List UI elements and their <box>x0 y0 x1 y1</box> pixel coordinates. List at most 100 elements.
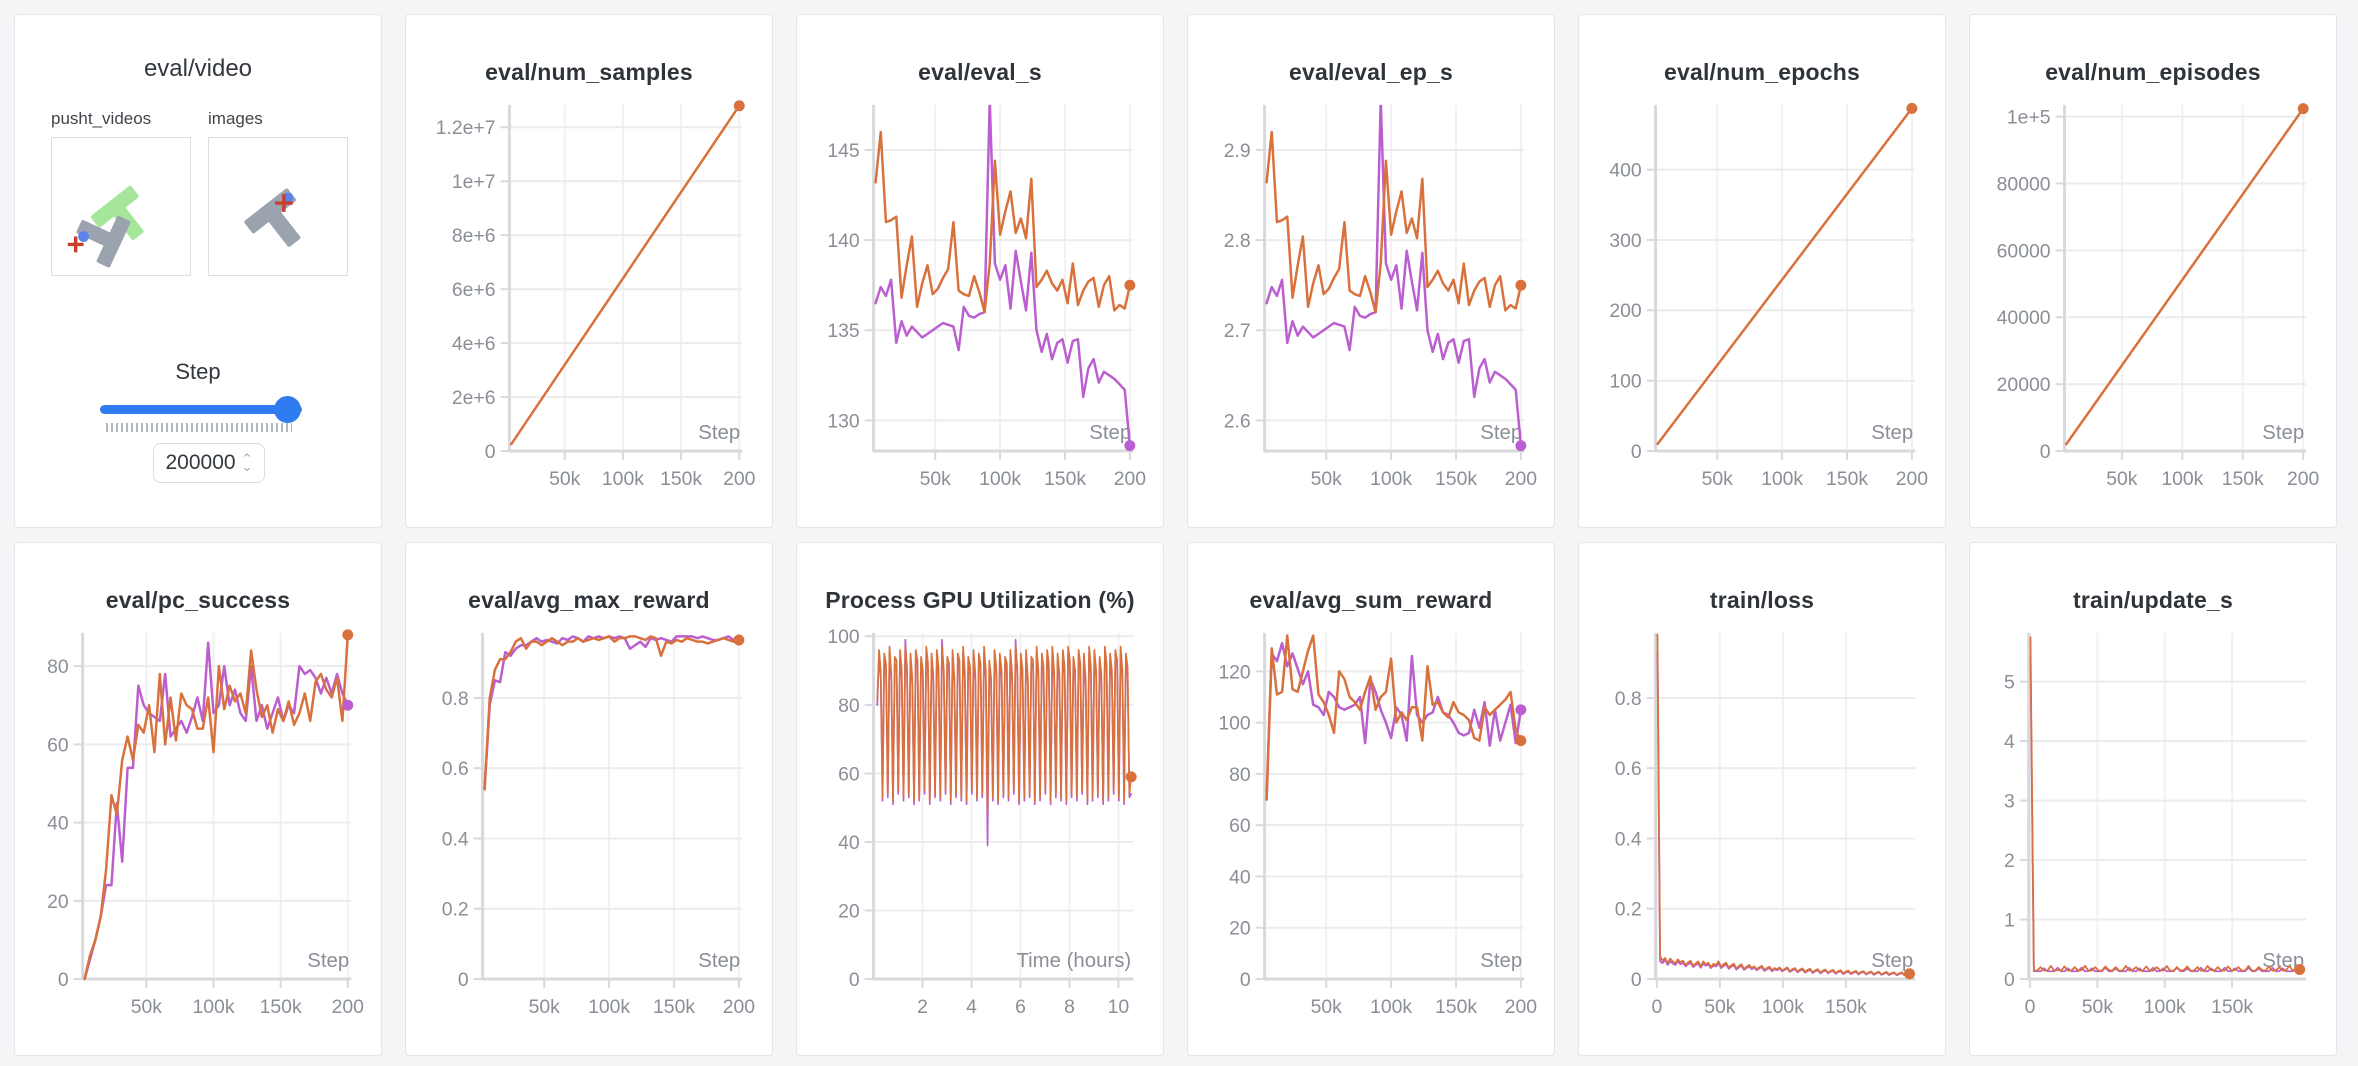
svg-text:100k: 100k <box>602 468 644 490</box>
chart-plot[interactable]: 50k 100k 150k 200 0 2e+6 4e+6 6e+6 8e+6 1e+7 1.2e+… <box>406 15 772 527</box>
chart-title: eval/num_samples <box>485 59 693 85</box>
svg-text:3: 3 <box>2004 791 2015 813</box>
series-run-orange <box>1656 107 1914 446</box>
chart-title: train/update_s <box>2072 587 2233 613</box>
svg-text:Step: Step <box>1480 950 1522 972</box>
target-cross <box>67 236 84 253</box>
svg-text:20: 20 <box>47 891 69 913</box>
svg-text:0.2: 0.2 <box>1615 899 1642 921</box>
svg-text:6: 6 <box>1015 996 1026 1018</box>
svg-text:140: 140 <box>827 230 860 252</box>
video-thumbnail-pusht[interactable] <box>51 137 191 276</box>
svg-text:50k: 50k <box>1311 468 1343 490</box>
chart-title: Process GPU Utilization (%) <box>825 587 1135 613</box>
svg-text:2.9: 2.9 <box>1224 140 1251 162</box>
series-run-orange <box>2065 107 2305 446</box>
step-slider-label: Step <box>175 359 221 384</box>
panel-chart-3: eval/num_epochs 50k 100k 150k 200 0 100 200 300 4… <box>1578 14 1946 528</box>
svg-text:5: 5 <box>2004 672 2015 694</box>
svg-text:150k: 150k <box>1825 996 1867 1018</box>
svg-text:130: 130 <box>827 410 860 432</box>
series-run-orange <box>2029 636 2301 972</box>
svg-text:Time (hours): Time (hours) <box>1016 950 1131 972</box>
step-slider-track[interactable] <box>100 405 302 414</box>
svg-text:100k: 100k <box>1370 996 1412 1018</box>
panel-chart-10: train/update_s 0 50k 100k 150k 0 1 2 3 4 5 Step <box>1969 542 2337 1056</box>
svg-text:0: 0 <box>2025 996 2036 1018</box>
series-end-dot-run-orange <box>733 100 745 112</box>
svg-text:200: 200 <box>723 996 756 1018</box>
step-slider-thumb[interactable] <box>274 396 301 423</box>
svg-text:8: 8 <box>1064 996 1075 1018</box>
series-end-dot-run-orange <box>342 629 354 641</box>
step-stepper[interactable]: ⌃ ⌄ <box>241 451 253 474</box>
chart-title: eval/num_episodes <box>2045 59 2261 85</box>
svg-text:100: 100 <box>1609 371 1642 393</box>
video-thumbnail-images[interactable] <box>208 137 348 276</box>
svg-text:40: 40 <box>838 832 860 854</box>
series-end-dot-run-orange <box>1124 279 1136 291</box>
svg-text:50k: 50k <box>1704 996 1736 1018</box>
svg-text:150k: 150k <box>1826 468 1868 490</box>
step-input[interactable]: 200000 ⌃ ⌄ <box>153 443 265 483</box>
series-end-dot-run-orange <box>733 634 745 646</box>
chart-plot[interactable]: 0 50k 100k 150k 0 1 2 3 4 5 Step <box>1970 543 2336 1055</box>
svg-text:Step: Step <box>1871 950 1913 972</box>
chart-plot[interactable]: 50k 100k 150k 200 0 20 40 60 80 Step <box>15 543 381 1055</box>
svg-text:200: 200 <box>1505 468 1538 490</box>
svg-text:0.6: 0.6 <box>1615 758 1642 780</box>
svg-text:Step: Step <box>698 950 740 972</box>
chart-plot[interactable]: 50k 100k 150k 200 0 20 40 60 80 100 120 Step <box>1188 543 1554 1055</box>
chart-title: eval/avg_sum_reward <box>1249 587 1493 613</box>
svg-text:400: 400 <box>1609 160 1642 182</box>
svg-text:2e+6: 2e+6 <box>452 387 496 409</box>
svg-text:6e+6: 6e+6 <box>452 279 496 301</box>
svg-text:0: 0 <box>2040 441 2051 463</box>
svg-text:4e+6: 4e+6 <box>452 333 496 355</box>
svg-text:150k: 150k <box>2222 468 2264 490</box>
svg-text:300: 300 <box>1609 230 1642 252</box>
chart-plot[interactable]: 0 50k 100k 150k 0 0.2 0.4 0.6 0.8 Step <box>1579 543 1945 1055</box>
svg-text:0: 0 <box>1240 969 1251 991</box>
chart-title: eval/eval_ep_s <box>1289 59 1453 85</box>
svg-text:100: 100 <box>827 626 860 648</box>
chevron-down-icon[interactable]: ⌄ <box>241 459 253 474</box>
chart-plot[interactable]: 50k 100k 150k 200 2.6 2.7 2.8 2.9 Step <box>1188 15 1554 527</box>
panel-chart-0: eval/num_samples 50k 100k 150k 200 0 2e+6 4e+6 6… <box>405 14 773 528</box>
svg-text:100k: 100k <box>1762 996 1804 1018</box>
svg-text:0.2: 0.2 <box>442 899 469 921</box>
svg-text:Step: Step <box>1089 422 1131 444</box>
chart-plot[interactable]: 50k 100k 150k 200 0 0.2 0.4 0.6 0.8 Step <box>406 543 772 1055</box>
panel-chart-4: eval/num_episodes 50k 100k 150k 200 0 20000 400… <box>1969 14 2337 528</box>
svg-text:0.4: 0.4 <box>1615 828 1642 850</box>
series-end-dot-run-orange <box>2297 103 2309 115</box>
svg-text:20: 20 <box>838 900 860 922</box>
svg-text:50k: 50k <box>2106 468 2138 490</box>
series-run-purple <box>483 635 741 791</box>
series-end-dot-run-purple <box>1515 440 1527 452</box>
svg-text:200: 200 <box>2287 468 2320 490</box>
svg-text:1.2e+7: 1.2e+7 <box>436 117 496 139</box>
svg-text:100k: 100k <box>588 996 630 1018</box>
series-run-orange <box>483 635 741 791</box>
panel-chart-9: train/loss 0 50k 100k 150k 0 0.2 0.4 0.6 0.8 Step <box>1578 542 1946 1056</box>
svg-text:100: 100 <box>1218 713 1251 735</box>
pusht-scene-image <box>67 185 144 268</box>
svg-text:4: 4 <box>966 996 977 1018</box>
svg-text:10: 10 <box>1108 996 1130 1018</box>
chart-plot[interactable]: 50k 100k 150k 200 0 20000 40000 60000 80000 1e+5 S… <box>1970 15 2336 527</box>
svg-text:50k: 50k <box>549 468 581 490</box>
svg-text:0: 0 <box>58 969 69 991</box>
svg-text:20: 20 <box>1229 918 1251 940</box>
panel-chart-7: Process GPU Utilization (%) 2 4 6 8 10 0 20 40 60… <box>796 542 1164 1056</box>
panel-title: eval/video <box>143 55 253 82</box>
panel-chart-1: eval/eval_s 50k 100k 150k 200 130 135 140 145 Ste… <box>796 14 1164 528</box>
svg-text:0.8: 0.8 <box>1615 688 1642 710</box>
svg-text:0: 0 <box>849 969 860 991</box>
chart-plot[interactable]: 50k 100k 150k 200 130 135 140 145 Step <box>797 15 1163 527</box>
chevron-up-icon[interactable]: ⌃ <box>241 451 253 466</box>
chart-plot[interactable]: 50k 100k 150k 200 0 100 200 300 400 Step <box>1579 15 1945 527</box>
series-run-orange <box>1265 634 1523 801</box>
svg-text:200: 200 <box>1505 996 1538 1018</box>
